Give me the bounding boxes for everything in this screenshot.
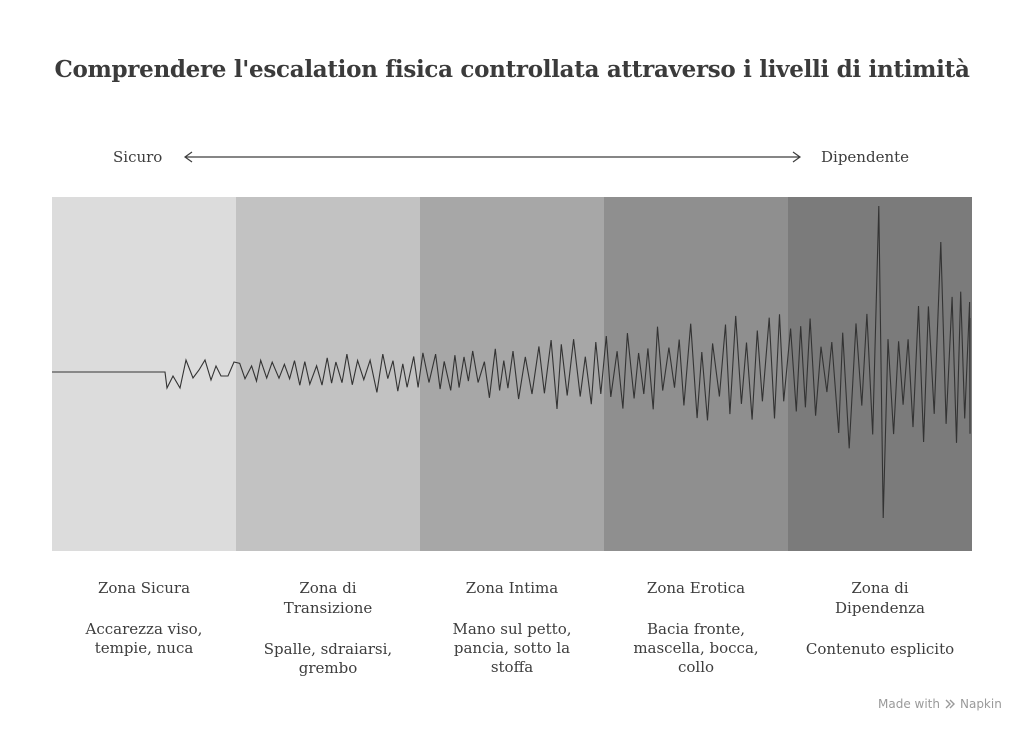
zone-band-transition bbox=[236, 197, 420, 551]
zone-description: Spalle, sdraiarsi, grembo bbox=[263, 640, 393, 677]
zone-safe: Zona Sicura Accarezza viso, tempie, nuca bbox=[52, 578, 236, 658]
zone-description: Accarezza viso, tempie, nuca bbox=[85, 620, 203, 657]
axis-double-arrow bbox=[183, 151, 802, 163]
zone-title: Zona Sicura bbox=[97, 579, 191, 597]
zone-title: Zona di Transizione bbox=[283, 579, 373, 617]
zone-description: Bacia fronte, mascella, bocca, collo bbox=[633, 620, 759, 676]
page-title: Comprendere l'escalation fisica controll… bbox=[54, 56, 970, 83]
zone-title: Zona Intima bbox=[465, 579, 559, 597]
zone-title: Zona di Dipendenza bbox=[835, 579, 925, 617]
axis-label-dependent: Dipendente bbox=[821, 148, 910, 166]
zone-description: Mano sul petto, pancia, sotto la stoffa bbox=[452, 620, 572, 676]
zone-intimate: Zona Intima Mano sul petto, pancia, sott… bbox=[420, 578, 604, 677]
napkin-brand: Napkin bbox=[959, 697, 1002, 711]
zone-band-safe bbox=[52, 197, 236, 551]
zone-transition: Zona di Transizione Spalle, sdraiarsi, g… bbox=[236, 578, 420, 678]
zone-dependency: Zona di Dipendenza Contenuto esplicito bbox=[788, 578, 972, 659]
zone-band-erotic bbox=[604, 197, 788, 551]
made-with-napkin[interactable]: Made with Napkin bbox=[878, 697, 1002, 711]
axis-label-safe: Sicuro bbox=[113, 148, 163, 166]
zone-title: Zona Erotica bbox=[646, 579, 746, 597]
napkin-logo-icon bbox=[945, 699, 955, 709]
escalation-waveform bbox=[52, 205, 971, 519]
zone-description: Contenuto esplicito bbox=[805, 640, 955, 658]
zone-erotic: Zona Erotica Bacia fronte, mascella, boc… bbox=[604, 578, 788, 677]
zone-band-intimate bbox=[420, 197, 604, 551]
made-with-label: Made with bbox=[878, 697, 940, 711]
